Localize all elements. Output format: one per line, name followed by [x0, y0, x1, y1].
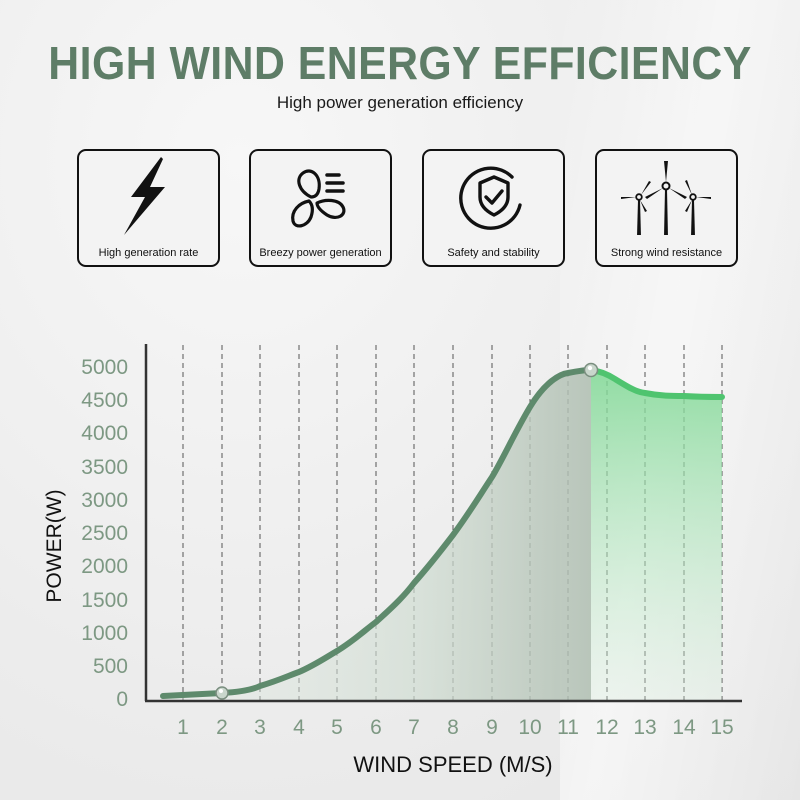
x-tick: 12: [595, 716, 619, 739]
y-tick: 5000: [81, 356, 128, 379]
feature-card-safety: Safety and stability: [422, 149, 565, 267]
x-tick: 5: [331, 716, 343, 739]
x-tick: 10: [518, 716, 542, 739]
x-tick: 2: [216, 716, 228, 739]
x-axis-label: WIND SPEED (M/S): [353, 752, 553, 777]
wind-turbines-icon: [621, 161, 711, 235]
area-rising: [163, 370, 591, 700]
y-tick: 3500: [81, 456, 128, 479]
lightning-bolt-icon: [124, 157, 165, 235]
x-tick: 4: [293, 716, 305, 739]
y-tick: 4000: [81, 422, 128, 445]
feature-label: Safety and stability: [447, 247, 540, 259]
x-tick: 9: [486, 716, 498, 739]
shield-check-icon: [459, 166, 522, 230]
feature-label: High generation rate: [98, 247, 199, 259]
page-title: HIGH WIND ENERGY EFFICIENCY: [48, 37, 752, 89]
fan-propeller-icon: [291, 169, 346, 228]
power-curve-rising: [160, 367, 594, 699]
x-tick: 13: [633, 716, 657, 739]
data-marker-start: [215, 686, 229, 700]
y-tick: 1000: [81, 622, 128, 645]
power-curve-plateau: [588, 367, 725, 400]
y-tick: 3000: [81, 489, 128, 512]
y-tick: 1500: [81, 589, 128, 612]
x-tick: 15: [710, 716, 734, 739]
y-tick: 500: [92, 655, 128, 678]
feature-card-generation-rate: High generation rate: [77, 149, 220, 267]
y-tick: 0: [116, 688, 128, 711]
x-tick: 3: [254, 716, 266, 739]
x-tick: 14: [672, 716, 696, 739]
y-tick: 2000: [81, 555, 128, 578]
x-tick: 7: [408, 716, 420, 739]
feature-label: Breezy power generation: [259, 247, 382, 259]
feature-label: Strong wind resistance: [610, 247, 723, 259]
x-tick: 1: [177, 716, 189, 739]
feature-card-breezy-generation: Breezy power generation: [249, 149, 392, 267]
y-tick: 4500: [81, 389, 128, 412]
x-tick: 6: [370, 716, 382, 739]
y-axis-label: POWER(W): [43, 489, 66, 603]
page-subtitle: High power generation efficiency: [276, 93, 524, 112]
x-tick: 11: [557, 716, 579, 739]
x-tick: 8: [447, 716, 459, 739]
data-marker-peak: [583, 362, 599, 378]
feature-card-wind-resistance: Strong wind resistance: [595, 149, 738, 267]
y-tick: 2500: [81, 522, 128, 545]
area-plateau: [591, 370, 722, 700]
